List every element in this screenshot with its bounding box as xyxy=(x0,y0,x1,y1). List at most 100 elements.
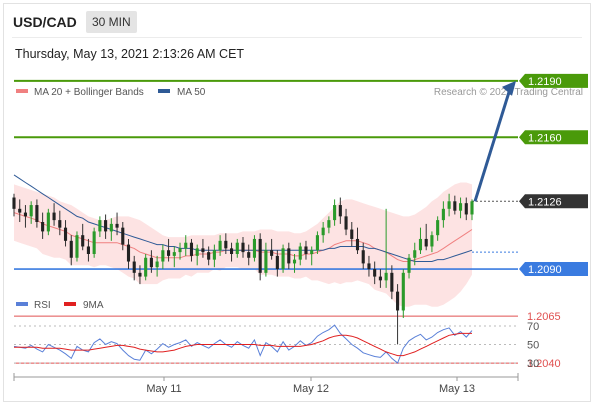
candle-body xyxy=(384,272,388,281)
rsi-ma-line xyxy=(14,332,472,357)
candle-body xyxy=(218,240,222,251)
candle-body xyxy=(12,197,16,209)
candle-body xyxy=(46,212,50,232)
candle-body xyxy=(310,250,314,254)
candle-body xyxy=(98,220,102,232)
candle xyxy=(441,201,445,228)
candle xyxy=(23,205,28,228)
candle-body xyxy=(264,250,268,273)
candle xyxy=(212,244,216,268)
candle xyxy=(321,222,325,243)
candle-body xyxy=(287,248,291,264)
candle xyxy=(86,238,90,262)
candle xyxy=(52,203,56,226)
forecast-arrow xyxy=(473,80,516,202)
candle xyxy=(447,193,451,217)
candle xyxy=(75,231,79,262)
candle xyxy=(384,208,388,288)
candle-body xyxy=(81,235,85,247)
candle xyxy=(338,197,342,224)
candle xyxy=(235,238,239,258)
candle-body xyxy=(58,220,62,228)
rsi-tick-label: 70 xyxy=(527,321,539,333)
candle xyxy=(458,197,463,219)
candle-body xyxy=(373,269,377,277)
candle xyxy=(69,235,73,266)
candle-body xyxy=(207,252,211,260)
candle xyxy=(390,265,394,300)
pivot-tag-text: 1.2090 xyxy=(528,264,562,276)
candle xyxy=(121,222,125,251)
candle-body xyxy=(126,244,131,262)
rsi-line xyxy=(13,324,473,364)
candle-body xyxy=(292,259,297,264)
candle xyxy=(178,242,182,260)
candle xyxy=(373,261,377,285)
candle xyxy=(396,284,400,345)
candle xyxy=(241,237,245,258)
candle xyxy=(92,227,96,258)
candle-body xyxy=(367,263,371,270)
level-labels: 1.2190 1.2160 1.2126 1.2090 1.2065 1.2040 xyxy=(519,73,588,370)
candlesticks xyxy=(12,193,474,345)
candle xyxy=(430,231,434,253)
candle xyxy=(201,238,205,258)
candle-body xyxy=(41,222,45,232)
rsi-tick-label: 30 xyxy=(527,358,539,370)
pivot-tag-box xyxy=(519,262,588,277)
candle-body xyxy=(281,248,285,270)
chart-header: USD/CAD 30 MIN xyxy=(4,4,590,44)
candle xyxy=(418,227,423,254)
rsi-ma-legend-label: 9MA xyxy=(83,300,104,311)
x-axis-label: May 13 xyxy=(439,383,475,395)
timeframe-badge[interactable]: 30 MIN xyxy=(86,11,137,33)
candle xyxy=(464,197,468,221)
candle xyxy=(167,238,171,262)
candle-body xyxy=(121,227,125,245)
candle xyxy=(81,223,85,251)
rsi-axis: 70 50 30 xyxy=(527,321,539,370)
candle-body xyxy=(390,272,394,292)
candle-body xyxy=(464,203,468,215)
candle-body xyxy=(361,250,365,264)
candle xyxy=(35,199,39,228)
candle xyxy=(12,193,16,217)
candle xyxy=(367,255,371,277)
resistance-tag-text: 1.2160 xyxy=(528,132,562,144)
x-axis-label: May 11 xyxy=(146,383,181,395)
price-tag-text: 1.2126 xyxy=(528,196,562,208)
candle xyxy=(46,208,50,236)
candle-body xyxy=(229,248,234,254)
candle-body xyxy=(401,272,405,311)
candle-body xyxy=(144,257,148,277)
candle-body xyxy=(378,276,382,281)
candle-body xyxy=(458,203,463,211)
ma50-legend-swatch xyxy=(158,89,170,93)
candle xyxy=(275,250,279,277)
candle-body xyxy=(75,235,79,258)
candle-body xyxy=(109,223,113,232)
candle-body xyxy=(441,208,445,221)
candle-body xyxy=(132,261,136,273)
candle-body xyxy=(470,201,474,215)
candle-body xyxy=(155,261,159,268)
candle xyxy=(287,242,291,270)
candle xyxy=(149,250,153,273)
candle xyxy=(155,255,159,277)
candle-body xyxy=(35,205,39,222)
candle xyxy=(361,242,365,270)
candle xyxy=(327,216,331,234)
candle xyxy=(138,265,142,285)
candle-body xyxy=(195,248,199,256)
candle xyxy=(333,199,337,226)
candle xyxy=(58,210,62,236)
rsi-lines xyxy=(13,324,473,364)
candle-body xyxy=(453,201,457,211)
candle xyxy=(126,238,131,270)
candle-body xyxy=(247,252,251,258)
candle xyxy=(207,246,211,266)
rsi-grid xyxy=(14,325,518,364)
candle xyxy=(344,208,348,236)
candle xyxy=(298,242,302,266)
candle-body xyxy=(350,229,354,239)
